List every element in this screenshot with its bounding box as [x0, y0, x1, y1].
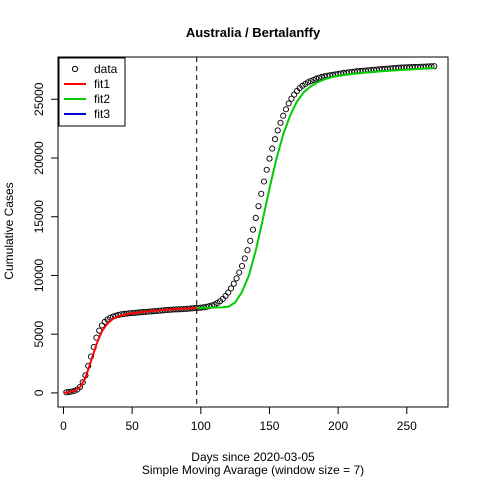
- data-point: [244, 247, 251, 254]
- legend-label-fit3: fit3: [94, 107, 110, 121]
- series-line-fit2: [196, 66, 435, 310]
- y-tick-label: 15000: [32, 200, 46, 234]
- x-axis-label: Days since 2020-03-05: [191, 450, 315, 464]
- y-axis-label: Cumulative Cases: [2, 182, 16, 279]
- y-tick-label: 10000: [32, 258, 46, 292]
- data-point: [206, 303, 213, 310]
- x-tick-label: 150: [259, 419, 279, 433]
- data-point: [230, 280, 237, 287]
- x-tick-label: 50: [125, 419, 139, 433]
- y-tick-label: 0: [32, 389, 46, 396]
- data-point: [263, 166, 270, 173]
- data-point: [269, 145, 276, 152]
- series-line-fit1: [63, 307, 197, 394]
- legend-label-data: data: [94, 62, 118, 76]
- data-point: [233, 275, 240, 282]
- data-point: [282, 106, 290, 113]
- data-point: [236, 269, 243, 276]
- data-point: [249, 226, 257, 233]
- data-point: [274, 127, 281, 134]
- x-tick-label: 100: [191, 419, 211, 433]
- legend-label-fit1: fit1: [94, 77, 110, 91]
- data-point: [304, 79, 311, 86]
- data-point: [313, 75, 320, 82]
- data-point: [277, 119, 284, 126]
- data-point: [255, 203, 262, 210]
- legend-marker-data: [71, 65, 79, 73]
- data-point: [288, 95, 295, 102]
- data-point: [310, 76, 317, 83]
- data-point: [271, 136, 279, 143]
- y-tick-label: 5000: [32, 321, 46, 348]
- data-point: [266, 155, 273, 162]
- plot-frame: [57, 56, 449, 408]
- data-point: [252, 214, 259, 221]
- chart-title: Australia / Bertalanffy: [186, 25, 321, 40]
- data-point: [247, 237, 254, 244]
- data-point: [260, 178, 268, 185]
- y-tick-label: 20000: [32, 141, 46, 175]
- data-point: [280, 112, 287, 119]
- data-point: [258, 190, 265, 197]
- y-tick-label: 25000: [32, 82, 46, 116]
- data-point: [285, 100, 292, 107]
- data-point: [241, 255, 248, 262]
- legend-label-fit2: fit2: [94, 92, 110, 106]
- x-tick-label: 200: [328, 419, 348, 433]
- plot-area: [63, 57, 438, 407]
- data-point: [76, 383, 84, 391]
- data-point: [307, 78, 314, 85]
- x-tick-label: 250: [397, 419, 417, 433]
- data-point: [238, 263, 246, 270]
- chart-subtitle: Simple Moving Avarage (window size = 7): [142, 463, 364, 477]
- data-point: [79, 379, 86, 386]
- x-tick-label: 0: [60, 419, 67, 433]
- data-point: [315, 74, 322, 81]
- data-point: [225, 289, 232, 296]
- data-point: [227, 285, 235, 292]
